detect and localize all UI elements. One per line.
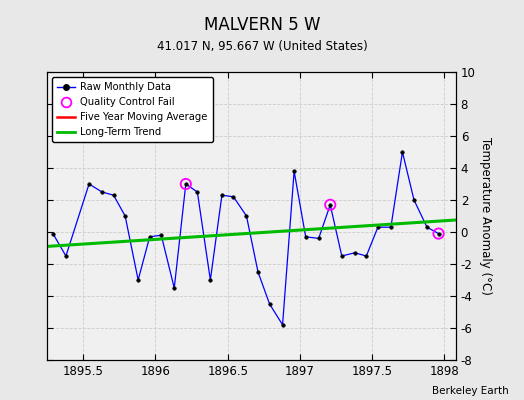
Legend: Raw Monthly Data, Quality Control Fail, Five Year Moving Average, Long-Term Tren: Raw Monthly Data, Quality Control Fail, …	[52, 77, 213, 142]
Y-axis label: Temperature Anomaly (°C): Temperature Anomaly (°C)	[479, 137, 492, 295]
Point	[182, 181, 190, 187]
Point	[326, 202, 334, 208]
Text: 41.017 N, 95.667 W (United States): 41.017 N, 95.667 W (United States)	[157, 40, 367, 53]
Text: Berkeley Earth: Berkeley Earth	[432, 386, 508, 396]
Text: MALVERN 5 W: MALVERN 5 W	[204, 16, 320, 34]
Point	[434, 230, 443, 237]
